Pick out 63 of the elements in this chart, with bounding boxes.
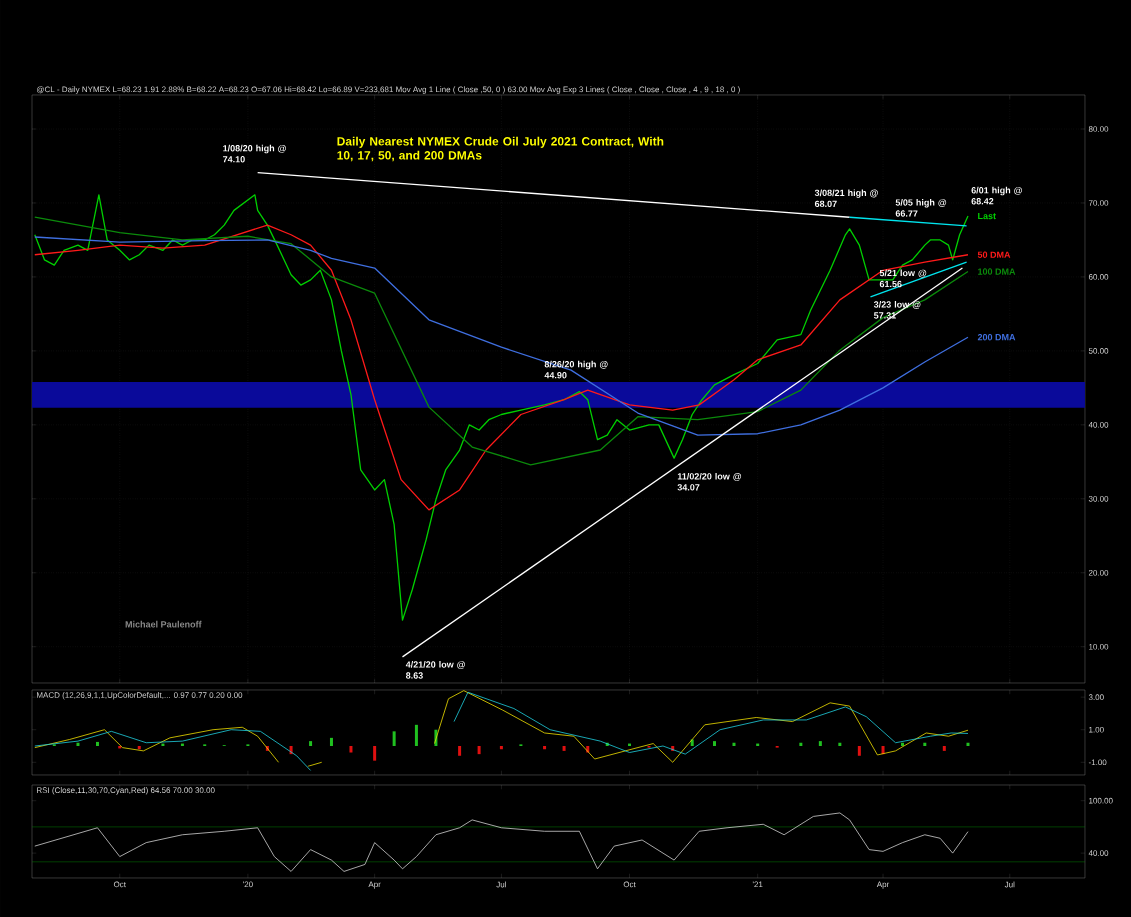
bar — [76, 742, 80, 746]
line-series — [34, 224, 969, 511]
y-tick-label: 70.00 — [1088, 200, 1109, 206]
annotation: 6/01 high @ 68.42 — [971, 186, 1022, 205]
annotation: 5/05 high @ 66.77 — [895, 199, 947, 217]
x-tick-label: Apr — [368, 881, 381, 889]
y-tick-label: 50.00 — [1088, 348, 1109, 354]
chart-title: RSI (Close,11,30,70,Cyan,Red) 64.56 70.00 30.00 — [37, 787, 215, 795]
bar — [942, 746, 946, 751]
series-label: Last — [978, 212, 996, 220]
bar — [137, 746, 141, 750]
bar — [329, 737, 333, 746]
bar — [499, 746, 503, 750]
x-tick-label: Oct — [113, 881, 126, 888]
y-tick-label: 1.00 — [1089, 726, 1104, 733]
chart-title: MACD (12,26,9,1,1,UpColorDefault,... 0.97 0.77 0.20 0.00 — [37, 692, 243, 700]
series-label: 200 DMA — [977, 334, 1016, 341]
annotation: 11/02/20 low @ 34.07 — [677, 472, 742, 491]
bar — [373, 746, 377, 761]
line-series — [34, 236, 969, 436]
x-tick-label: Oct — [623, 881, 636, 888]
bar — [923, 742, 927, 746]
bar — [349, 746, 353, 753]
bar — [732, 742, 736, 746]
bar — [458, 746, 462, 756]
y-tick-label: 100.00 — [1089, 797, 1113, 804]
x-tick-label: '20 — [243, 881, 253, 888]
series-label: 50 DMA — [977, 251, 1011, 258]
x-tick-label: Jul — [496, 881, 506, 888]
y-tick-label: 40.00 — [1088, 850, 1109, 856]
bar — [309, 741, 313, 746]
bar — [477, 746, 481, 755]
text: Daily Nearest NYMEX Crude Oil July 2021 Contract, With 10, 17, 50, and 200 DMAs — [337, 136, 664, 162]
annotation: 4/21/20 low @ 8.63 — [405, 661, 465, 679]
chart-subtitle: @CL - Daily NYMEX L=68.23 1.91 2.88% B=68.22 A=68.23 O=67.06 Hi=68.42 Lo=66.89 V=233,681 Mov Avg 1 Line ( Close ,50, 0 ) 63.00 Mov Avg Exp 3 Lines ( Close , Close , Close , 4 , 9 , 18 , 0 ) — [37, 86, 740, 94]
x-tick-label: Jul — [1004, 881, 1015, 888]
bar — [712, 741, 716, 746]
bar — [562, 746, 566, 751]
bar — [95, 741, 99, 746]
y-tick-label: 80.00 — [1088, 126, 1109, 132]
bar — [414, 724, 418, 746]
y-tick-label: 40.00 — [1088, 422, 1109, 428]
annotation: 3/08/21 high @ 68.07 — [814, 189, 878, 208]
y-tick-label: 60.00 — [1088, 274, 1109, 280]
bar — [838, 742, 842, 746]
bar — [857, 746, 861, 756]
x-tick-label: '21 — [752, 881, 763, 888]
bar — [799, 742, 803, 746]
y-tick-label: 30.00 — [1088, 495, 1109, 502]
annotation: Michael Paulenoff — [125, 620, 202, 628]
line-series — [34, 812, 969, 872]
y-tick-label: 20.00 — [1088, 569, 1109, 576]
bar — [392, 731, 396, 746]
line-series — [34, 216, 969, 466]
bar — [543, 746, 547, 750]
x-tick-label: Apr — [876, 881, 890, 889]
bar — [966, 742, 970, 746]
y-tick-label: 3.00 — [1088, 694, 1104, 700]
annotation: 1/08/20 high @ 74.10 — [223, 144, 286, 163]
y-tick-label: 10.00 — [1089, 643, 1109, 650]
series-label: 100 DMA — [978, 268, 1016, 275]
y-tick-label: -1.00 — [1088, 759, 1107, 766]
bar — [818, 741, 822, 746]
